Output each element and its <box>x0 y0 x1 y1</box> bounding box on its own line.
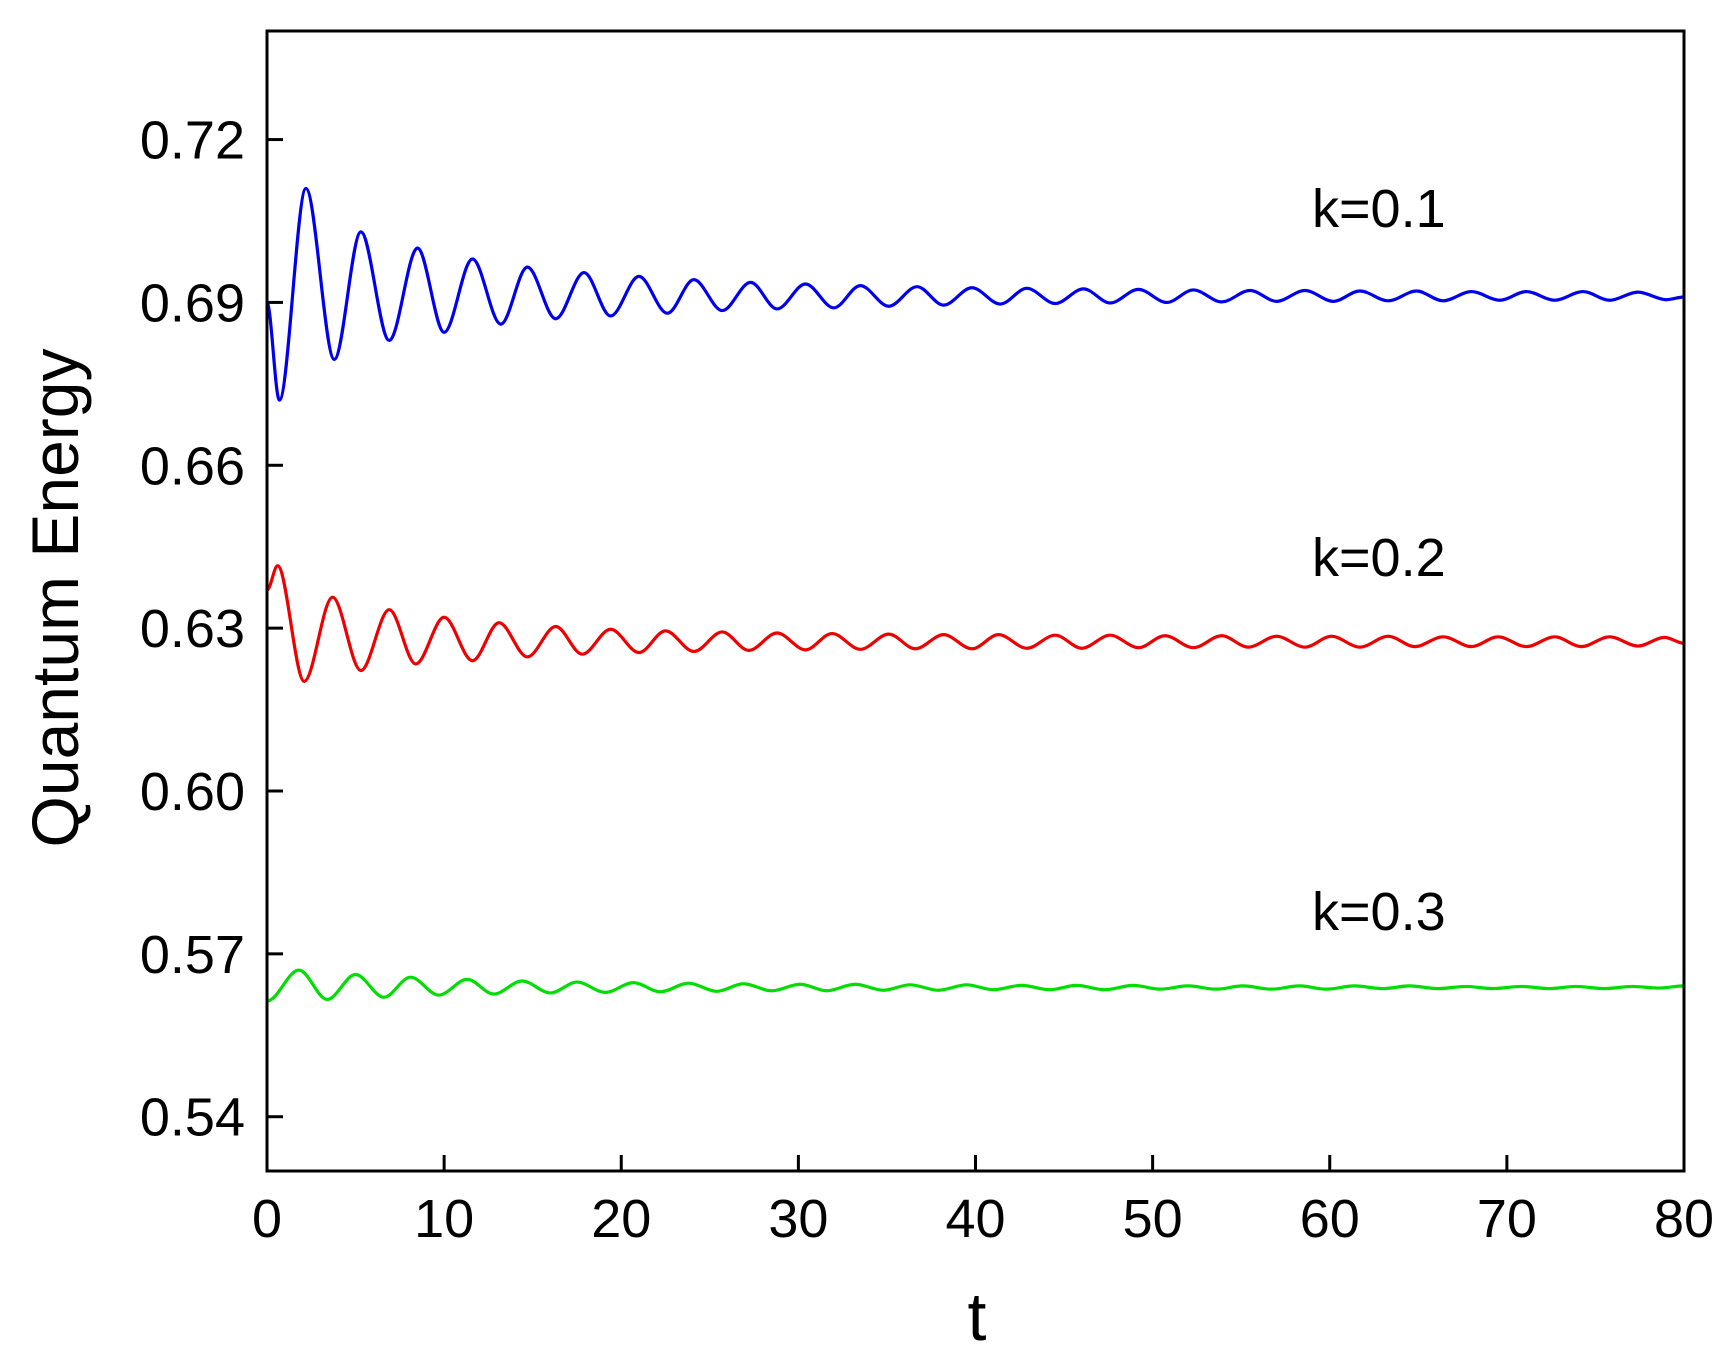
x-tick-label: 60 <box>1300 1189 1360 1249</box>
y-tick-label: 0.57 <box>140 925 245 985</box>
y-tick-label: 0.54 <box>140 1088 245 1148</box>
y-axis-title: Quantum Energy <box>18 349 92 848</box>
series-line <box>267 564 1684 683</box>
x-tick-label: 50 <box>1123 1189 1183 1249</box>
y-tick-label: 0.69 <box>140 273 245 333</box>
x-tick-label: 30 <box>768 1189 828 1249</box>
annotation: k=0.1 <box>1312 179 1446 239</box>
x-tick-label: 70 <box>1477 1189 1537 1249</box>
x-tick-label: 40 <box>945 1189 1005 1249</box>
plot-frame <box>265 29 1686 1173</box>
y-tick-label: 0.66 <box>140 436 245 496</box>
x-tick-label: 80 <box>1654 1189 1714 1249</box>
series-line <box>267 186 1684 402</box>
x-tick-label: 10 <box>414 1189 474 1249</box>
x-tick-label: 20 <box>591 1189 651 1249</box>
x-axis-title: t <box>968 1279 987 1355</box>
x-tick-label: 0 <box>252 1189 282 1249</box>
y-tick-label: 0.60 <box>140 762 245 822</box>
y-tick-label: 0.63 <box>140 599 245 659</box>
annotation: k=0.3 <box>1312 882 1446 942</box>
series-line <box>267 968 1684 1003</box>
y-tick-label: 0.72 <box>140 111 245 171</box>
annotation: k=0.2 <box>1312 528 1446 588</box>
